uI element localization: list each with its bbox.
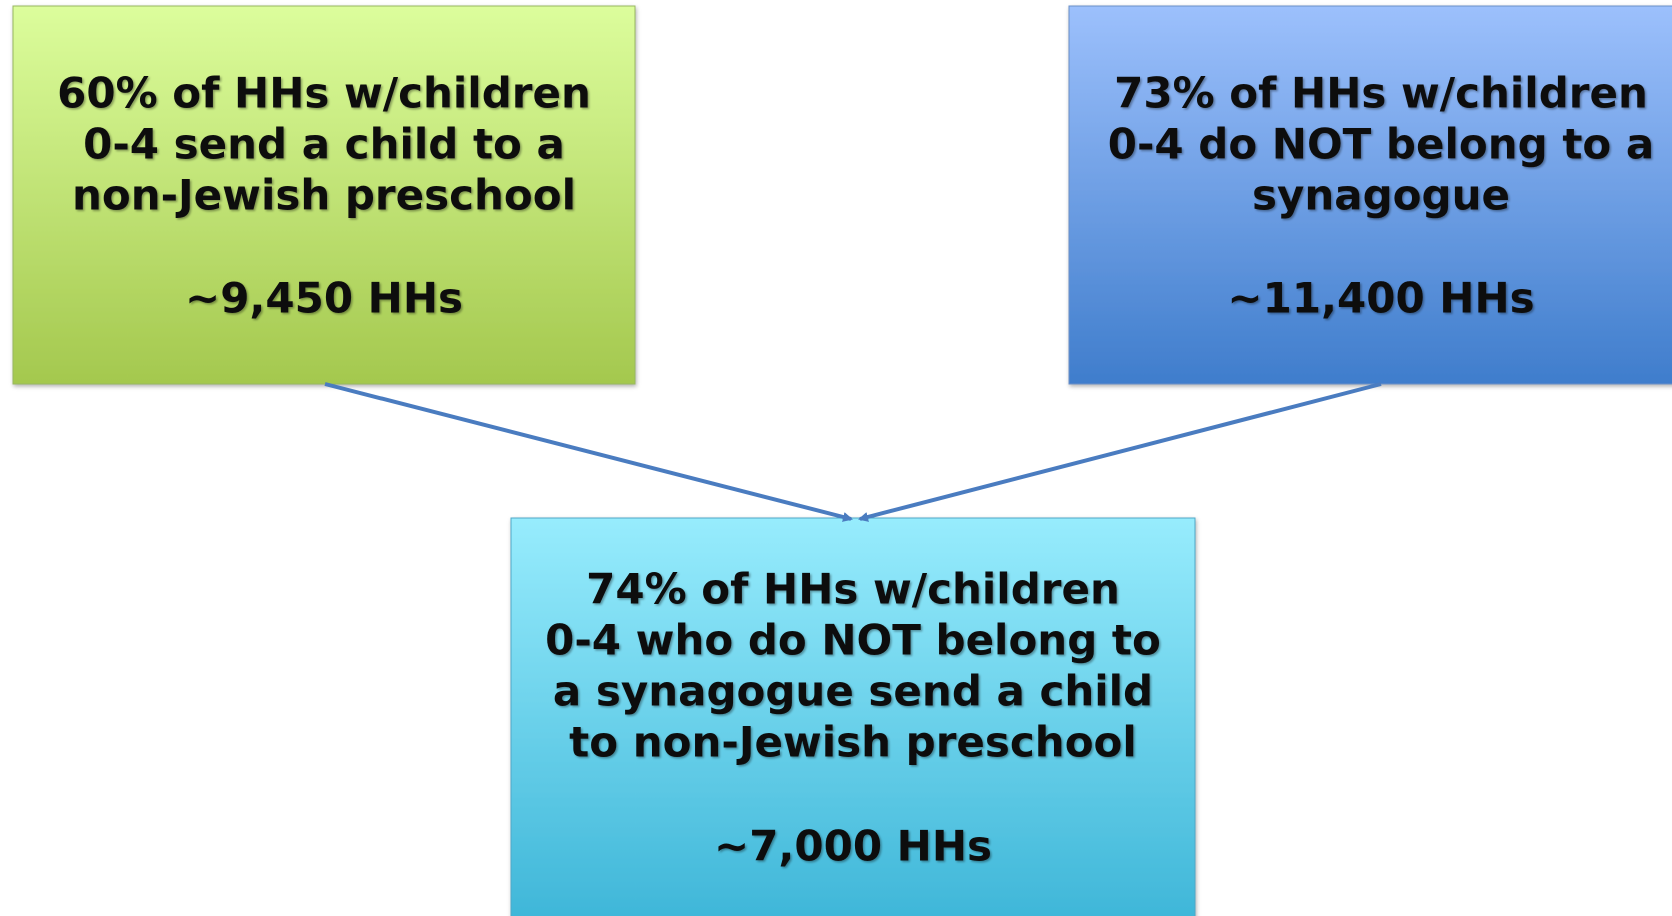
- node-text: synagogue: [1252, 171, 1510, 220]
- node-count: ~11,400 HHs: [1227, 274, 1534, 323]
- arrow: [858, 382, 1382, 522]
- box-overlap: [510, 517, 1196, 916]
- node-text: 0-4 who do NOT belong to: [545, 616, 1161, 665]
- node-text: a synagogue send a child: [553, 667, 1153, 716]
- node-text: 74% of HHs w/children: [586, 565, 1120, 614]
- node-text: 60% of HHs w/children: [57, 69, 591, 118]
- node-text: non-Jewish preschool: [72, 171, 576, 220]
- node-count: ~9,450 HHs: [185, 274, 463, 323]
- node-count: ~7,000 HHs: [714, 822, 992, 871]
- node-text: 0-4 do NOT belong to a: [1108, 120, 1654, 169]
- box-synagogue: [1068, 5, 1672, 385]
- node-text: to non-Jewish preschool: [569, 718, 1137, 767]
- node-text: 0-4 send a child to a: [83, 120, 565, 169]
- node-text: 73% of HHs w/children: [1114, 69, 1648, 118]
- arrow: [324, 382, 853, 522]
- box-preschool: [12, 5, 636, 385]
